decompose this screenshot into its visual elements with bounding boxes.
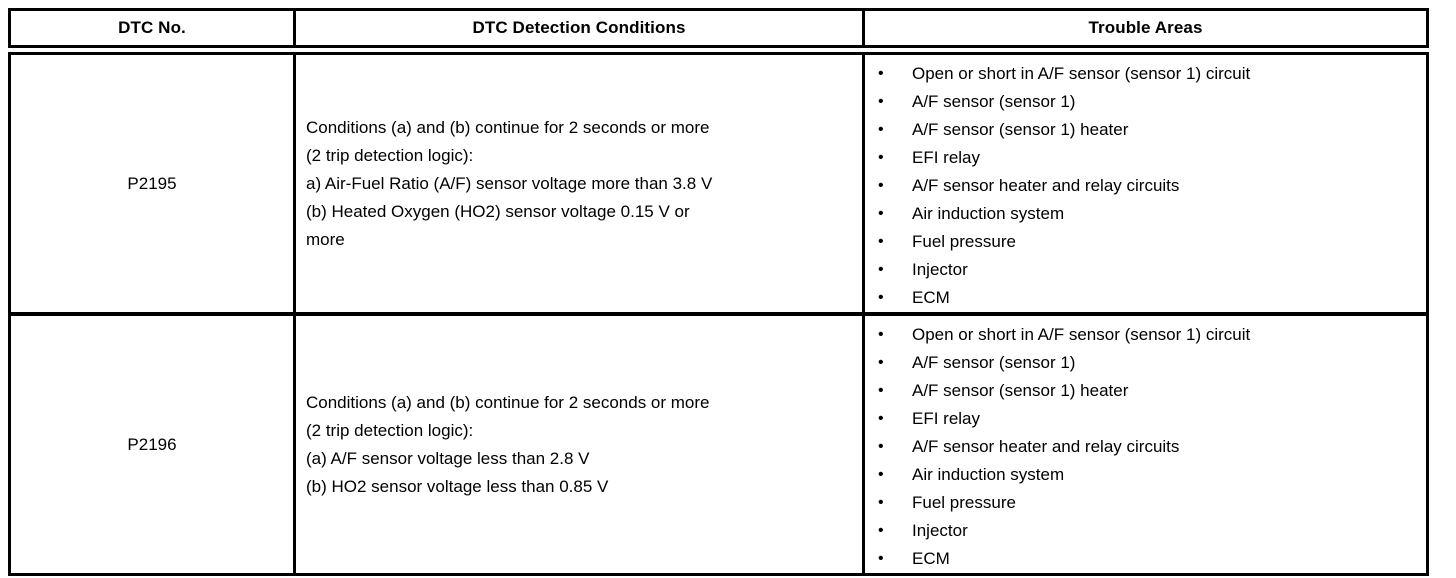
table-row-p2196: P2196 Conditions (a) and (b) continue fo… xyxy=(8,312,1429,576)
condition-line: (2 trip detection logic): xyxy=(306,420,474,440)
dtc-table: DTC No. DTC Detection Conditions Trouble… xyxy=(8,8,1429,576)
trouble-area-item: ECM xyxy=(865,284,1420,312)
header-detection-conditions: DTC Detection Conditions xyxy=(293,8,865,55)
dtc-no-value: P2196 xyxy=(8,312,296,576)
conditions-text-block: Conditions (a) and (b) continue for 2 se… xyxy=(306,114,854,254)
trouble-area-item: Injector xyxy=(865,256,1420,284)
trouble-area-item: A/F sensor (sensor 1) heater xyxy=(865,116,1420,144)
condition-line: Conditions (a) and (b) continue for 2 se… xyxy=(306,392,710,412)
trouble-area-item: Injector xyxy=(865,517,1420,545)
table-row-p2195: P2195 Conditions (a) and (b) continue fo… xyxy=(8,48,1429,316)
header-row: DTC No. DTC Detection Conditions Trouble… xyxy=(8,8,1429,55)
dtc-no-value: P2195 xyxy=(8,48,296,316)
header-dtc-no: DTC No. xyxy=(8,8,296,55)
trouble-areas-cell: Open or short in A/F sensor (sensor 1) c… xyxy=(862,312,1429,576)
condition-line: (b) HO2 sensor voltage less than 0.85 V xyxy=(306,476,609,496)
trouble-area-item: EFI relay xyxy=(865,405,1420,433)
trouble-areas-list: Open or short in A/F sensor (sensor 1) c… xyxy=(865,60,1420,312)
condition-line: (a) A/F sensor voltage less than 2.8 V xyxy=(306,448,590,468)
condition-line: a) Air-Fuel Ratio (A/F) sensor voltage m… xyxy=(306,173,713,193)
trouble-area-item: A/F sensor (sensor 1) heater xyxy=(865,377,1420,405)
trouble-area-item: A/F sensor heater and relay circuits xyxy=(865,172,1420,200)
trouble-area-item: Air induction system xyxy=(865,461,1420,489)
trouble-area-item: A/F sensor heater and relay circuits xyxy=(865,433,1420,461)
trouble-area-item: A/F sensor (sensor 1) xyxy=(865,88,1420,116)
condition-line: Conditions (a) and (b) continue for 2 se… xyxy=(306,117,710,137)
conditions-text-block: Conditions (a) and (b) continue for 2 se… xyxy=(306,389,854,501)
condition-line: (2 trip detection logic): xyxy=(306,145,474,165)
trouble-area-item: Open or short in A/F sensor (sensor 1) c… xyxy=(865,60,1420,88)
trouble-area-item: ECM xyxy=(865,545,1420,573)
trouble-area-item: Air induction system xyxy=(865,200,1420,228)
trouble-area-item: Fuel pressure xyxy=(865,489,1420,517)
header-trouble-areas: Trouble Areas xyxy=(862,8,1429,55)
trouble-area-item: Open or short in A/F sensor (sensor 1) c… xyxy=(865,321,1420,349)
trouble-areas-list: Open or short in A/F sensor (sensor 1) c… xyxy=(865,321,1420,573)
trouble-area-item: Fuel pressure xyxy=(865,228,1420,256)
trouble-area-item: EFI relay xyxy=(865,144,1420,172)
trouble-areas-cell: Open or short in A/F sensor (sensor 1) c… xyxy=(862,48,1429,316)
detection-conditions-cell: Conditions (a) and (b) continue for 2 se… xyxy=(293,48,865,316)
condition-line: more xyxy=(306,229,345,249)
trouble-area-item: A/F sensor (sensor 1) xyxy=(865,349,1420,377)
condition-line: (b) Heated Oxygen (HO2) sensor voltage 0… xyxy=(306,201,690,221)
detection-conditions-cell: Conditions (a) and (b) continue for 2 se… xyxy=(293,312,865,576)
